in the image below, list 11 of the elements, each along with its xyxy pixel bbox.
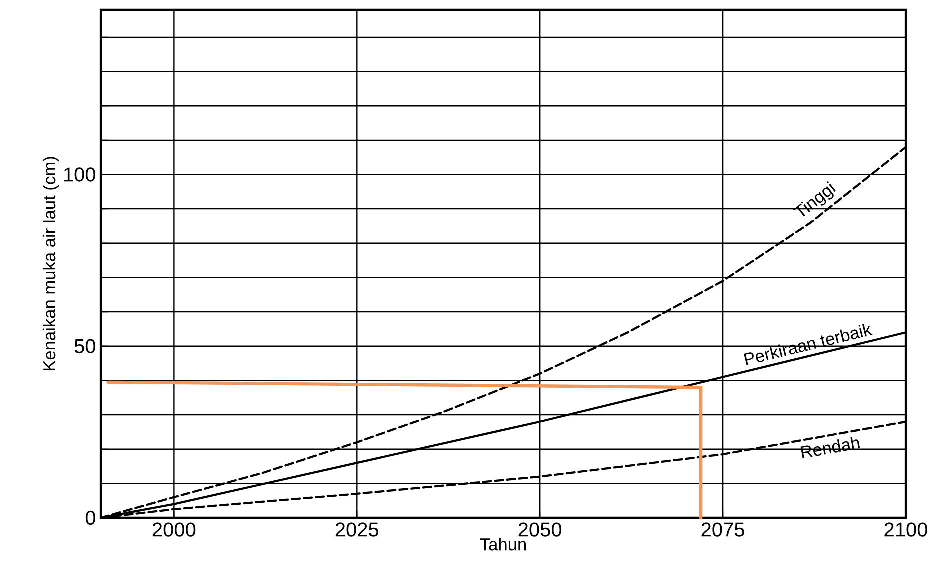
y-tick-label: 100 bbox=[64, 168, 96, 182]
y-axis-title: Kenaikan muka air laut (cm) bbox=[42, 157, 60, 370]
x-axis-title: Tahun bbox=[480, 538, 526, 551]
x-tick-label: 2075 bbox=[702, 522, 744, 537]
x-tick-label: 2000 bbox=[152, 522, 196, 537]
y-tick-label: 0 bbox=[86, 510, 96, 526]
text: Perkiraan terbaik bbox=[744, 324, 873, 366]
x-tick-label: 2100 bbox=[884, 522, 928, 537]
y-tick-label: 50 bbox=[74, 339, 96, 354]
x-tick-label: 2025 bbox=[336, 522, 379, 537]
x-tick-label: 2050 bbox=[518, 522, 562, 537]
